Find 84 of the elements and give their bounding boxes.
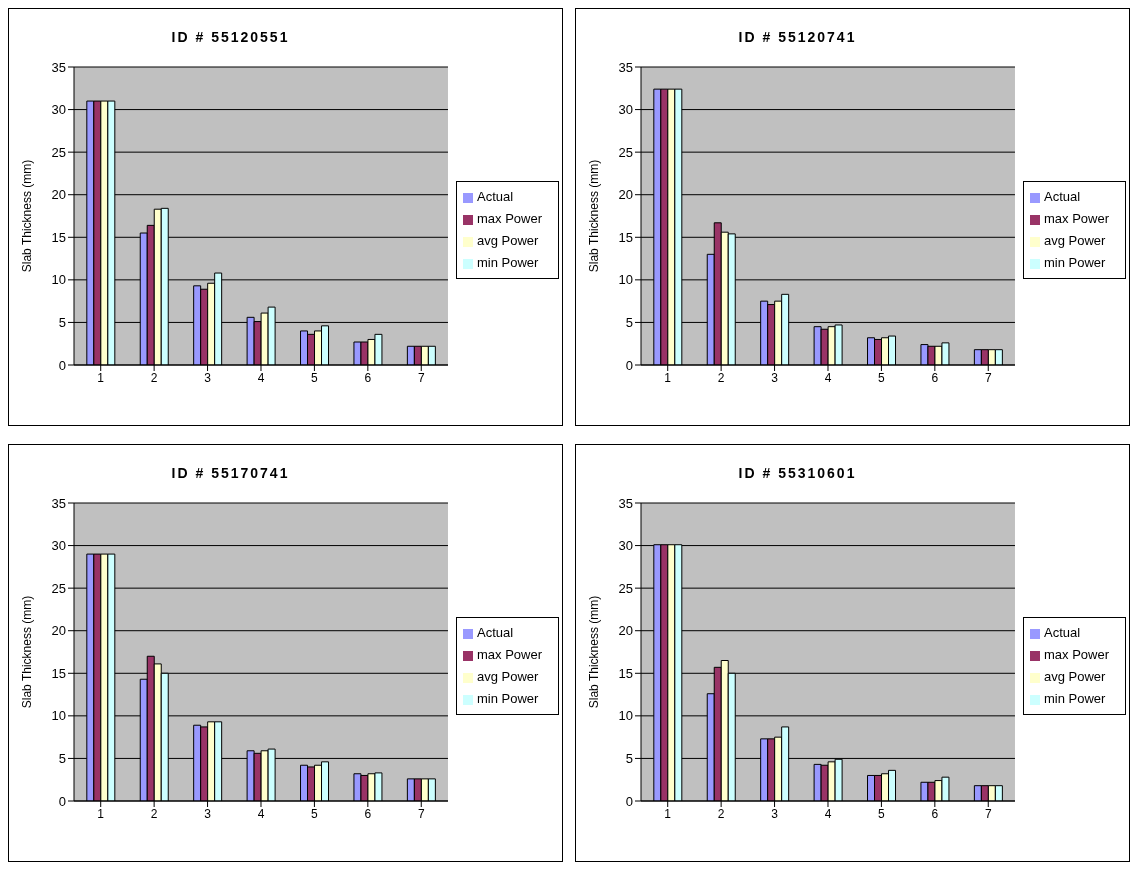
y-tick-label: 25 — [618, 580, 633, 596]
y-tick-label: 5 — [58, 751, 66, 767]
y-tick-label: 25 — [51, 144, 66, 160]
y-tick-label: 5 — [58, 315, 66, 331]
y-tick-label: 5 — [625, 315, 633, 331]
x-tick-label: 6 — [931, 370, 939, 385]
legend-label: avg Power — [1043, 233, 1106, 248]
legend-label: min Power — [476, 255, 539, 270]
legend-label: min Power — [1043, 691, 1106, 706]
x-tick-label: 7 — [984, 370, 992, 385]
y-axis-title: Slab Thickness (mm) — [20, 595, 35, 709]
y-tick-label: 0 — [58, 793, 66, 809]
x-tick-label: 4 — [824, 806, 832, 821]
y-tick-label: 30 — [51, 102, 66, 118]
legend-label: avg Power — [476, 669, 539, 684]
y-tick-label: 25 — [618, 144, 633, 160]
x-tick-label: 2 — [150, 806, 158, 821]
legend-label: Actual — [1043, 625, 1081, 640]
legend-label: max Power — [1043, 211, 1109, 226]
legend-label: min Power — [1043, 255, 1106, 270]
x-tick-label: 4 — [257, 370, 265, 385]
y-tick-label: 20 — [51, 623, 66, 639]
x-tick-label: 6 — [364, 370, 372, 385]
chart-title: ID # 55120741 — [737, 29, 858, 45]
chart-title: ID # 55120551 — [170, 29, 291, 45]
y-tick-label: 35 — [618, 59, 633, 75]
chart-title: ID # 55310601 — [737, 465, 858, 481]
y-tick-label: 0 — [625, 357, 633, 373]
legend-label: avg Power — [1043, 669, 1106, 684]
x-tick-label: 3 — [204, 806, 212, 821]
x-tick-label: 1 — [97, 370, 105, 385]
y-axis-title: Slab Thickness (mm) — [20, 159, 35, 273]
y-tick-label: 20 — [51, 187, 66, 203]
x-tick-label: 2 — [717, 370, 725, 385]
x-tick-label: 7 — [417, 806, 425, 821]
x-tick-label: 1 — [664, 806, 672, 821]
y-tick-label: 10 — [51, 272, 66, 288]
x-tick-label: 2 — [717, 806, 725, 821]
legend-label: Actual — [1043, 189, 1081, 204]
legend-label: min Power — [476, 691, 539, 706]
legend-label: Actual — [476, 189, 514, 204]
x-tick-label: 3 — [771, 806, 779, 821]
y-tick-label: 15 — [618, 665, 633, 681]
y-tick-label: 5 — [625, 751, 633, 767]
y-tick-label: 35 — [51, 495, 66, 511]
legend-label: max Power — [476, 647, 542, 662]
x-tick-label: 1 — [664, 370, 672, 385]
x-tick-label: 6 — [364, 806, 372, 821]
y-tick-label: 15 — [51, 229, 66, 245]
y-tick-label: 35 — [618, 495, 633, 511]
legend-label: avg Power — [476, 233, 539, 248]
y-tick-label: 25 — [51, 580, 66, 596]
x-tick-label: 2 — [150, 370, 158, 385]
y-tick-label: 30 — [618, 102, 633, 118]
y-tick-label: 30 — [618, 538, 633, 554]
x-tick-label: 5 — [311, 806, 319, 821]
x-tick-label: 3 — [771, 370, 779, 385]
y-axis-title: Slab Thickness (mm) — [587, 595, 602, 709]
legend-label: Actual — [476, 625, 514, 640]
x-tick-label: 7 — [417, 370, 425, 385]
y-tick-label: 10 — [618, 272, 633, 288]
y-axis-title: Slab Thickness (mm) — [587, 159, 602, 273]
y-tick-label: 15 — [51, 665, 66, 681]
x-tick-label: 1 — [97, 806, 105, 821]
legend-label: max Power — [476, 211, 542, 226]
x-tick-label: 7 — [984, 806, 992, 821]
x-tick-label: 4 — [257, 806, 265, 821]
chart-title: ID # 55170741 — [170, 465, 291, 481]
y-tick-label: 20 — [618, 623, 633, 639]
x-tick-label: 5 — [878, 806, 886, 821]
x-tick-label: 5 — [878, 370, 886, 385]
y-tick-label: 20 — [618, 187, 633, 203]
x-tick-label: 3 — [204, 370, 212, 385]
y-tick-label: 15 — [618, 229, 633, 245]
y-tick-label: 10 — [51, 708, 66, 724]
legend-label: max Power — [1043, 647, 1109, 662]
y-tick-label: 10 — [618, 708, 633, 724]
y-tick-label: 35 — [51, 59, 66, 75]
x-tick-label: 4 — [824, 370, 832, 385]
y-tick-label: 30 — [51, 538, 66, 554]
y-tick-label: 0 — [58, 357, 66, 373]
y-tick-label: 0 — [625, 793, 633, 809]
x-tick-label: 6 — [931, 806, 939, 821]
x-tick-label: 5 — [311, 370, 319, 385]
